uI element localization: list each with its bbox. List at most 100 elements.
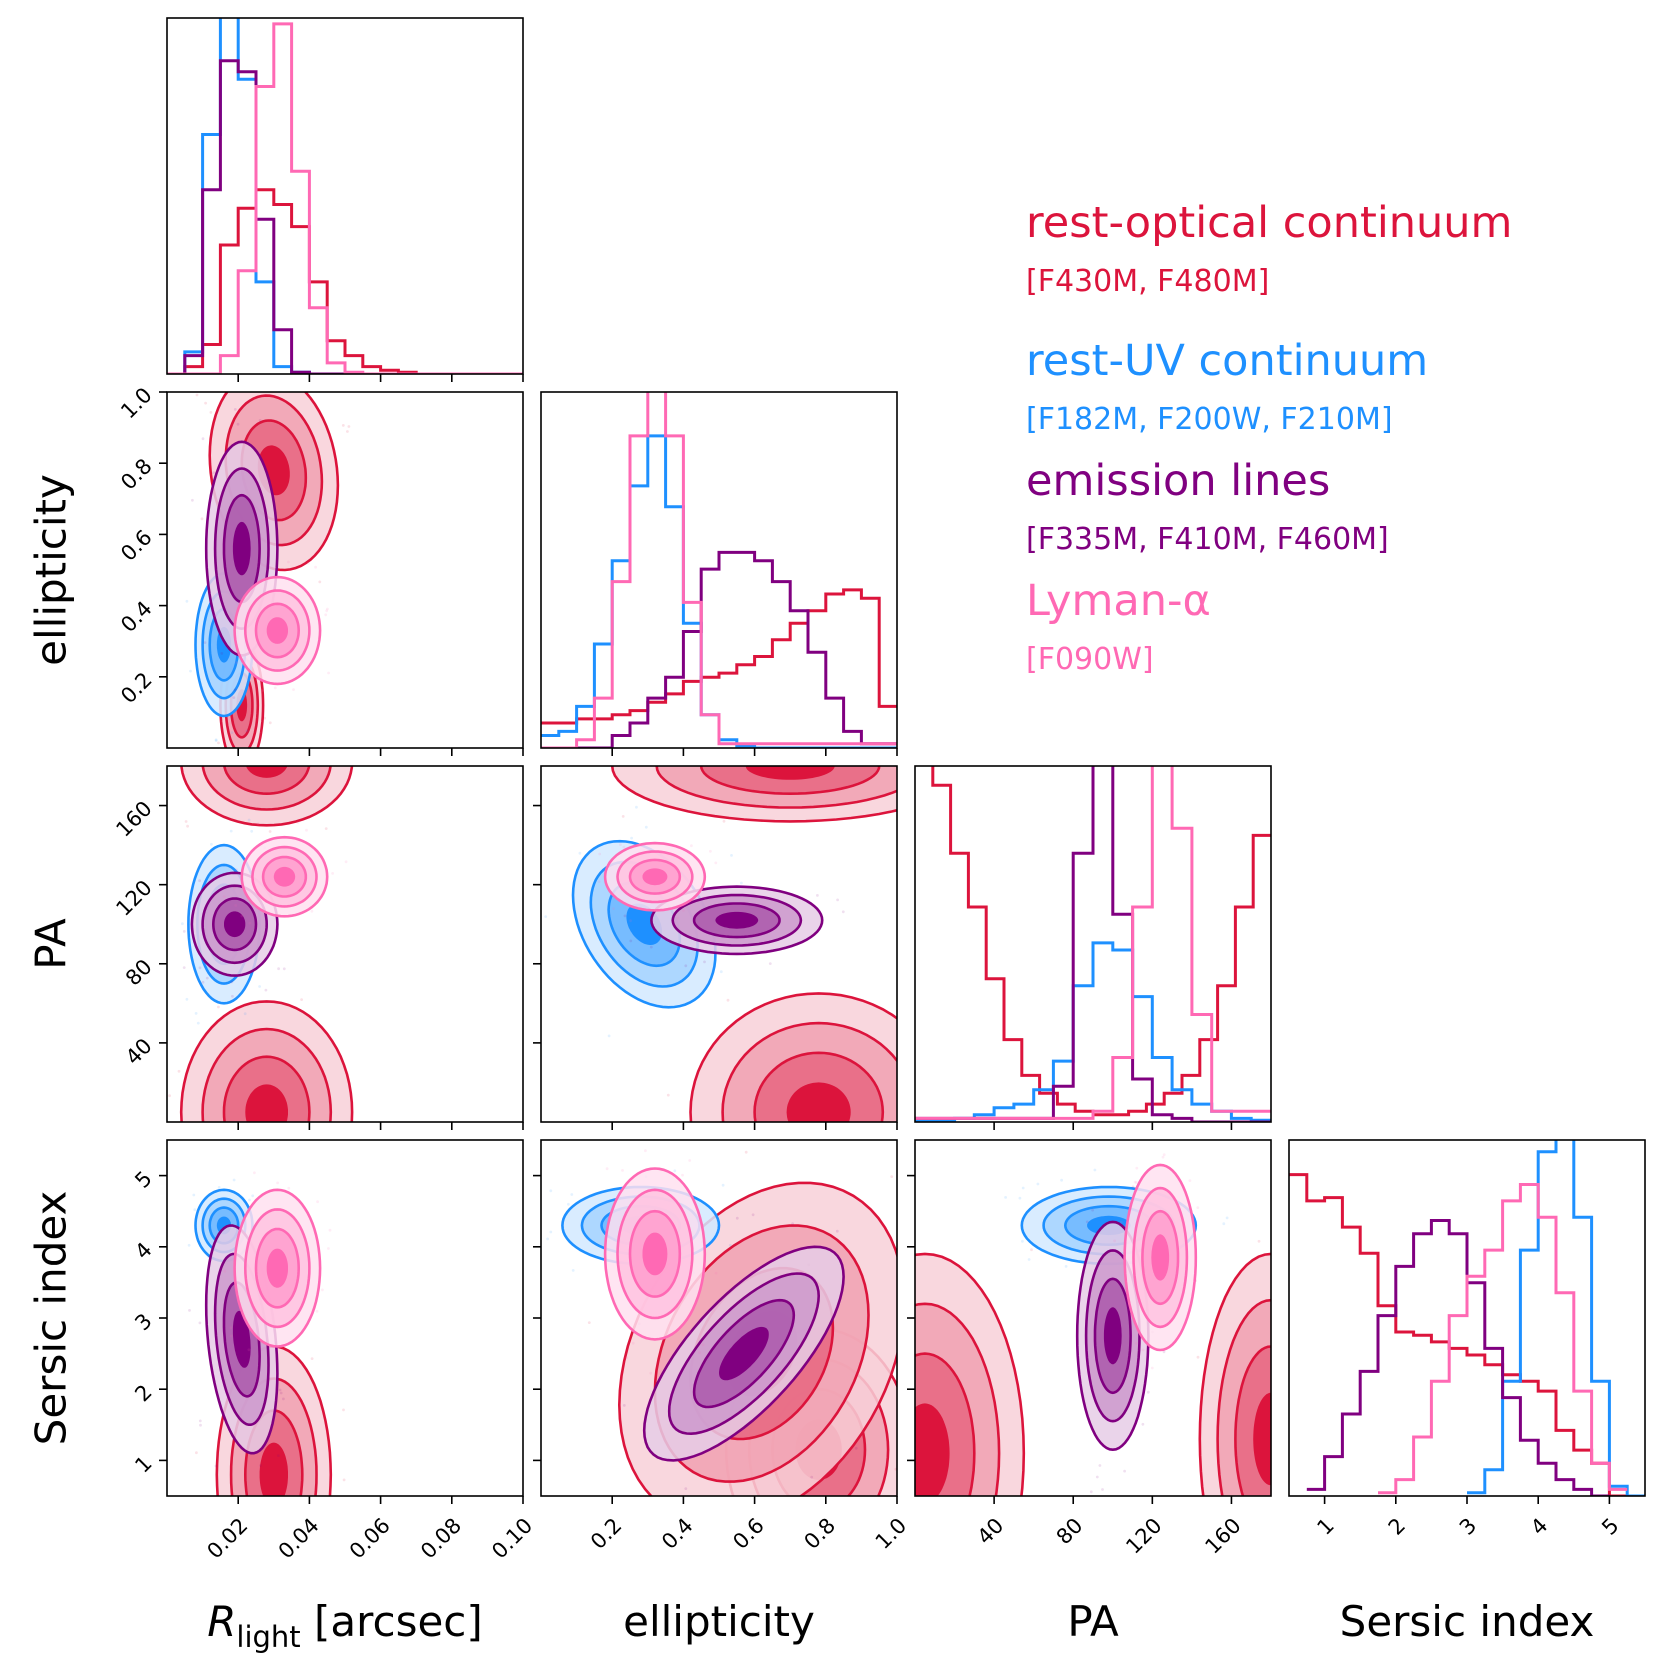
sample-point — [629, 939, 633, 943]
sample-point — [622, 1404, 626, 1407]
hist-lyman--e — [541, 392, 897, 748]
sample-point — [212, 471, 216, 475]
sample-point — [264, 988, 268, 992]
panel-2d-R-PA — [158, 751, 362, 1214]
sample-point — [619, 843, 622, 846]
legend-label-rest-optical: rest-optical continuum — [1026, 198, 1513, 248]
sample-point — [332, 1211, 335, 1214]
sample-point — [229, 829, 233, 833]
sample-point — [220, 652, 224, 655]
sample-point — [161, 1165, 164, 1168]
sample-point — [703, 960, 706, 964]
sample-point — [300, 998, 303, 1001]
sample-point — [1060, 1178, 1063, 1182]
hist-emission-lines-e — [541, 550, 897, 748]
legend-filters-emission-lines: [F335M, F410M, F460M] — [1026, 522, 1389, 557]
sample-point — [714, 861, 718, 865]
sample-point — [714, 1271, 718, 1275]
y-tick-label: 160 — [111, 796, 156, 841]
sample-point — [234, 904, 238, 907]
sample-point — [268, 721, 272, 725]
hist-panel-PA — [915, 766, 1271, 1122]
sample-point — [571, 1269, 575, 1272]
sample-point — [1295, 1201, 1298, 1204]
sample-point — [1036, 1182, 1040, 1186]
sample-point — [158, 1088, 161, 1091]
sample-point — [250, 829, 254, 833]
sample-point — [631, 724, 634, 727]
sample-point — [1006, 752, 1009, 755]
contour-rest-optical-continuum-level-4 — [245, 1084, 288, 1122]
sample-point — [1146, 1390, 1150, 1394]
sample-point — [359, 751, 362, 754]
sample-point — [278, 1388, 282, 1392]
x-tick-label: 1 — [1312, 1513, 1338, 1539]
sample-point — [232, 1178, 236, 1182]
sample-point — [836, 898, 839, 902]
sample-point — [710, 1200, 713, 1203]
sample-point — [236, 422, 240, 426]
sample-point — [258, 419, 262, 422]
sample-point — [1047, 1605, 1050, 1608]
y-tick-label: 4 — [130, 1238, 156, 1264]
sample-point — [731, 1573, 734, 1576]
sample-point — [778, 1574, 781, 1577]
sample-point — [681, 1173, 684, 1177]
x-tick-label: 120 — [1121, 1513, 1166, 1558]
legend-item-rest-optical: rest-optical continuum [F430M, F480M] — [1026, 202, 1512, 297]
legend-filters-rest-optical: [F430M, F480M] — [1026, 264, 1270, 299]
sample-point — [1089, 1490, 1093, 1494]
sample-point — [1095, 1475, 1099, 1479]
y-tick-label: 0.8 — [116, 454, 157, 495]
sample-point — [189, 669, 192, 673]
sample-point — [1030, 1248, 1033, 1252]
panel-frame — [166, 765, 524, 1123]
sample-point — [344, 860, 348, 864]
sample-point — [620, 739, 623, 742]
sample-point — [248, 1198, 251, 1202]
sample-point — [251, 1194, 255, 1198]
sample-point — [938, 833, 941, 836]
sample-point — [698, 1351, 701, 1354]
y-tick-label: 1 — [130, 1451, 156, 1477]
sample-point — [1101, 1488, 1104, 1491]
sample-point — [185, 599, 189, 603]
sample-point — [321, 1288, 324, 1292]
sample-point — [198, 1321, 202, 1325]
sample-point — [800, 1584, 803, 1587]
x-tick-label: 0.04 — [274, 1513, 324, 1563]
contour-rest-optical-continuum-level-4 — [245, 766, 288, 778]
sample-point — [316, 1200, 319, 1204]
sample-point — [1182, 1541, 1185, 1544]
sample-point — [1027, 1258, 1031, 1261]
sample-point — [184, 820, 188, 823]
sample-point — [726, 998, 730, 1002]
sample-point — [1133, 1180, 1137, 1184]
hist-rest-uv-continuum-e — [541, 434, 897, 748]
y-tick-label: 2 — [130, 1380, 156, 1406]
sample-point — [621, 1169, 624, 1172]
sample-point — [276, 1181, 279, 1185]
sample-point — [644, 1149, 647, 1153]
legend-label-emission-lines: emission lines — [1026, 456, 1331, 506]
x-axis-label-n: Sersic index — [1340, 1597, 1595, 1646]
sample-point — [1274, 1634, 1277, 1637]
sample-point — [605, 1167, 609, 1171]
sample-point — [1091, 1208, 1094, 1212]
contour-lyman--level-4 — [273, 866, 296, 887]
y-axis-label-e: ellipticity — [27, 474, 76, 666]
sample-point — [671, 711, 674, 714]
contour-lyman--level-4 — [266, 617, 288, 644]
x-tick-label: 0.2 — [586, 1513, 627, 1554]
sample-point — [168, 1094, 172, 1098]
sample-point — [1135, 1166, 1139, 1170]
sample-point — [1041, 1573, 1044, 1576]
contour-lyman--level-4 — [1151, 1234, 1170, 1281]
sample-point — [890, 1175, 894, 1178]
sample-point — [193, 1208, 197, 1212]
sample-point — [200, 1524, 203, 1527]
sample-point — [730, 854, 733, 857]
sample-point — [721, 1183, 725, 1187]
hist-emission-lines-n — [1306, 1219, 1610, 1496]
sample-point — [676, 916, 679, 920]
